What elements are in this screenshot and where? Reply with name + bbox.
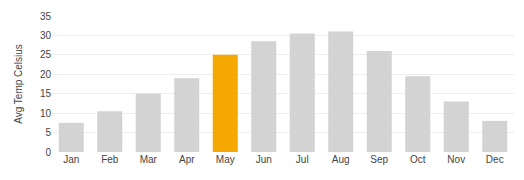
- svg-text:0: 0: [45, 147, 51, 158]
- svg-text:Mar: Mar: [140, 154, 158, 165]
- svg-text:Nov: Nov: [447, 154, 465, 165]
- svg-text:10: 10: [40, 108, 52, 119]
- svg-text:Jan: Jan: [63, 154, 79, 165]
- svg-text:Avg Temp Celsius: Avg Temp Celsius: [13, 44, 24, 124]
- svg-text:15: 15: [40, 88, 52, 99]
- svg-text:30: 30: [40, 30, 52, 41]
- svg-text:Sep: Sep: [370, 154, 388, 165]
- svg-text:Feb: Feb: [101, 154, 119, 165]
- svg-text:Apr: Apr: [179, 154, 195, 165]
- svg-text:May: May: [216, 154, 235, 165]
- svg-text:Dec: Dec: [486, 154, 504, 165]
- svg-text:Jul: Jul: [296, 154, 309, 165]
- svg-text:35: 35: [40, 11, 52, 22]
- svg-text:5: 5: [45, 127, 51, 138]
- svg-text:25: 25: [40, 49, 52, 60]
- svg-text:Aug: Aug: [332, 154, 350, 165]
- svg-text:Jun: Jun: [256, 154, 272, 165]
- svg-text:20: 20: [40, 69, 52, 80]
- svg-text:Oct: Oct: [410, 154, 426, 165]
